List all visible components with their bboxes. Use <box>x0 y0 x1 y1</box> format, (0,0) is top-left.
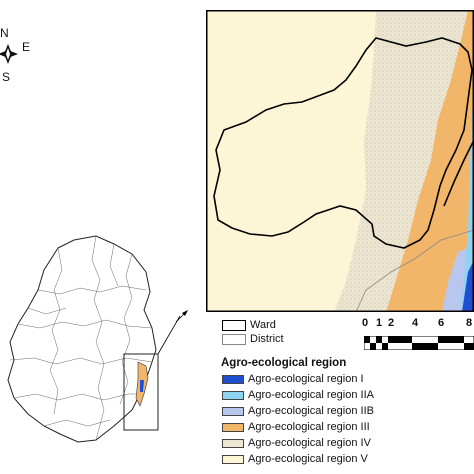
compass-north-label: N <box>0 26 9 40</box>
region-i-area <box>462 260 474 312</box>
ward-swatch <box>222 320 246 331</box>
study-area-highlight <box>135 361 149 407</box>
legend-item-label: Agro-ecological region I <box>248 373 364 385</box>
inset-pointer-arrow <box>176 310 188 323</box>
region-i-swatch <box>222 375 244 384</box>
compass-icon <box>0 44 18 64</box>
legend-regions: Agro-ecological region I Agro-ecological… <box>220 372 474 468</box>
compass-rose: N E S <box>0 26 46 88</box>
ward-label: Ward <box>250 319 276 331</box>
scale-tick-label: 1 <box>376 317 383 329</box>
region-iia-swatch <box>222 391 244 400</box>
scale-tick-label: 6 <box>438 317 445 329</box>
compass-south-label: S <box>2 70 11 84</box>
legend-item-label: Agro-ecological region V <box>248 453 368 465</box>
legend-item: Agro-ecological region IIB <box>220 404 474 420</box>
scale-bar <box>364 336 474 350</box>
inset-box <box>123 353 159 431</box>
ward-boundary <box>213 37 473 249</box>
legend-item: Agro-ecological region IIA <box>220 388 474 404</box>
locator-map <box>0 230 181 466</box>
country-outline <box>7 235 157 443</box>
main-map <box>206 10 474 313</box>
scale-tick-label: 0 <box>362 317 369 329</box>
compass-east-label: E <box>22 40 31 54</box>
region-v-swatch <box>222 455 244 464</box>
scale-tick-label: 2 <box>388 317 395 329</box>
legend-item: Agro-ecological region I <box>220 372 474 388</box>
region-iia-area <box>461 80 474 312</box>
locator-map-canvas <box>7 235 181 443</box>
region-iii-swatch <box>222 423 244 432</box>
legend-item: Agro-ecological region III <box>220 420 474 436</box>
legend-item-label: Agro-ecological region IIB <box>248 405 374 417</box>
district-lines <box>9 235 153 441</box>
legend-item: Agro-ecological region IV <box>220 436 474 452</box>
ward-boundary-east <box>443 139 474 207</box>
district-boundary <box>355 229 474 313</box>
legend-item-label: Agro-ecological region IIA <box>248 389 374 401</box>
region-iv-swatch <box>222 439 244 448</box>
district-swatch <box>222 334 246 345</box>
scale-bar-ticks: 0 1 2 4 6 8 <box>362 317 474 333</box>
inset-pointer-line <box>157 315 181 355</box>
district-label: District <box>250 333 284 345</box>
main-map-frame <box>206 10 474 312</box>
legend-item-label: Agro-ecological region III <box>248 421 370 433</box>
main-map-canvas <box>206 10 474 313</box>
region-iib-swatch <box>222 407 244 416</box>
scale-tick-label: 4 <box>412 317 419 329</box>
legend-item: Agro-ecological region V <box>220 452 474 468</box>
scale-tick-label: 8 <box>466 317 473 329</box>
legend-title: Agro-ecological region <box>221 357 347 369</box>
legend-item-label: Agro-ecological region IV <box>248 437 371 449</box>
